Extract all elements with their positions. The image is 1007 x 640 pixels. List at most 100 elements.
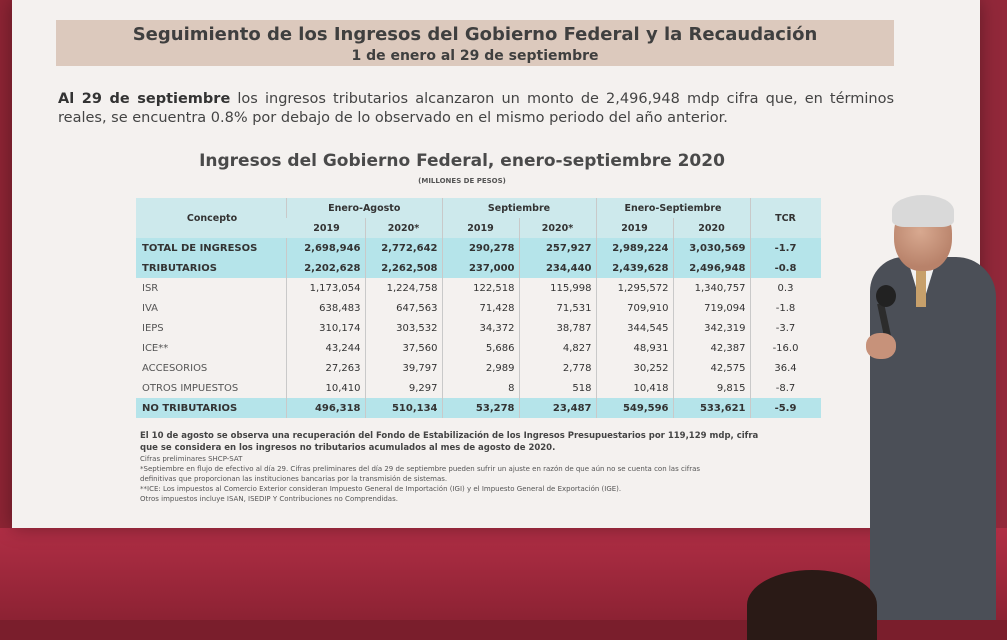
table-row: TRIBUTARIOS 2,202,628 2,262,508 237,000 … (136, 258, 821, 278)
audience-head (747, 570, 877, 640)
cell: 533,621 (672, 398, 750, 418)
table-title: Ingresos del Gobierno Federal, enero-sep… (199, 151, 725, 171)
table-header-row: Concepto Enero-Agosto Septiembre Enero-S… (136, 198, 821, 238)
presentation-screen: Seguimiento de los Ingresos del Gobierno… (12, 0, 980, 528)
year-cell: 2020* (364, 218, 442, 238)
cell: 234,440 (518, 258, 596, 278)
table-row: ISR 1,173,054 1,224,758 122,518 115,998 … (136, 278, 821, 298)
year-cell: 2019 (441, 218, 519, 238)
cell: 549,596 (595, 398, 673, 418)
note-2: *Septiembre en flujo de efectivo al día … (140, 465, 701, 473)
cell-tcr: -8.7 (749, 378, 821, 398)
cell: 237,000 (441, 258, 519, 278)
table-subtitle: (MILLONES DE PESOS) (418, 177, 506, 185)
cell: 23,487 (518, 398, 596, 418)
cell: 342,319 (672, 318, 750, 338)
cell: 1,224,758 (364, 278, 442, 298)
table-row: ICE** 43,244 37,560 5,686 4,827 48,931 4… (136, 338, 821, 358)
cell: 42,387 (672, 338, 750, 358)
cell: 303,532 (364, 318, 442, 338)
cell: 10,410 (286, 378, 365, 398)
year-cell: 2020* (518, 218, 596, 238)
table-row: IEPS 310,174 303,532 34,372 38,787 344,5… (136, 318, 821, 338)
year-cell: 2019 (595, 218, 673, 238)
table-row: TOTAL DE INGRESOS 2,698,946 2,772,642 29… (136, 238, 821, 258)
cell-tcr: 36.4 (749, 358, 821, 378)
cell: 2,496,948 (672, 258, 750, 278)
cell: 719,094 (672, 298, 750, 318)
speaker-hand (866, 333, 896, 359)
cell: 496,318 (286, 398, 365, 418)
header-tcr: TCR (749, 198, 821, 238)
speaker (862, 195, 1002, 620)
cell: 37,560 (364, 338, 442, 358)
cell: 30,252 (595, 358, 673, 378)
cell: 9,815 (672, 378, 750, 398)
cell: 34,372 (441, 318, 519, 338)
cell: 2,778 (518, 358, 596, 378)
header-septiembre: Septiembre (441, 198, 596, 218)
header-enero-septiembre: Enero-Septiembre (595, 198, 750, 218)
cell-tcr: 0.3 (749, 278, 821, 298)
cell: 2,989 (441, 358, 519, 378)
cell: 4,827 (518, 338, 596, 358)
cell-tcr: -1.7 (749, 238, 821, 258)
cell: 53,278 (441, 398, 519, 418)
cell-tcr: -16.0 (749, 338, 821, 358)
note-5: Otros impuestos incluye ISAN, ISEDIP Y C… (140, 495, 398, 503)
cell: 257,927 (518, 238, 596, 258)
cell-tcr: -3.7 (749, 318, 821, 338)
intro-text: los ingresos tributarios alcanzaron un m… (58, 91, 894, 126)
cell: 122,518 (441, 278, 519, 298)
speaker-tie (916, 267, 926, 307)
cell: 638,483 (286, 298, 365, 318)
cell: 1,340,757 (672, 278, 750, 298)
cell: 38,787 (518, 318, 596, 338)
cell: 3,030,569 (672, 238, 750, 258)
table-row: OTROS IMPUESTOS 10,410 9,297 8 518 10,41… (136, 378, 821, 398)
row-label: ACCESORIOS (142, 362, 208, 374)
cell: 1,295,572 (595, 278, 673, 298)
cell: 9,297 (364, 378, 442, 398)
cell: 115,998 (518, 278, 596, 298)
cell: 8 (441, 378, 519, 398)
year-cell: 2020 (672, 218, 750, 238)
cell: 71,428 (441, 298, 519, 318)
cell: 2,772,642 (364, 238, 442, 258)
microphone-icon (876, 285, 896, 307)
cell: 43,244 (286, 338, 365, 358)
row-label: NO TRIBUTARIOS (136, 398, 287, 418)
slide-banner: Seguimiento de los Ingresos del Gobierno… (56, 20, 894, 66)
header-enero-agosto: Enero-Agosto (286, 198, 442, 218)
cell: 709,910 (595, 298, 673, 318)
note-bold-1: El 10 de agosto se observa una recuperac… (140, 431, 759, 441)
cell: 2,989,224 (595, 238, 673, 258)
cell: 39,797 (364, 358, 442, 378)
cell-tcr: -1.8 (749, 298, 821, 318)
cell: 2,262,508 (364, 258, 442, 278)
table-row: IVA 638,483 647,563 71,428 71,531 709,91… (136, 298, 821, 318)
cell: 2,202,628 (286, 258, 365, 278)
row-label: IEPS (142, 322, 164, 334)
cell: 10,418 (595, 378, 673, 398)
income-table: Concepto Enero-Agosto Septiembre Enero-S… (136, 198, 821, 418)
row-label: ICE** (142, 342, 169, 354)
intro-paragraph: Al 29 de septiembre los ingresos tributa… (58, 90, 894, 128)
cell: 310,174 (286, 318, 365, 338)
table-year-row: 2019 2020* 2019 2020* 2019 2020 (136, 218, 821, 238)
intro-bold: Al 29 de septiembre (58, 91, 231, 107)
row-label: TOTAL DE INGRESOS (136, 238, 287, 258)
slide-subtitle: 1 de enero al 29 de septiembre (351, 48, 599, 64)
cell: 5,686 (441, 338, 519, 358)
table-row: ACCESORIOS 27,263 39,797 2,989 2,778 30,… (136, 358, 821, 378)
cell: 518 (518, 378, 596, 398)
year-cell: 2019 (286, 218, 365, 238)
cell: 2,439,628 (595, 258, 673, 278)
slide-title: Seguimiento de los Ingresos del Gobierno… (132, 24, 818, 45)
cell: 48,931 (595, 338, 673, 358)
cell: 27,263 (286, 358, 365, 378)
note-4: **ICE: Los impuestos al Comercio Exterio… (140, 485, 622, 493)
note-bold-2: que se considera en los ingresos no trib… (140, 443, 556, 453)
speaker-hair (892, 195, 954, 227)
note-1: Cifras preliminares SHCP-SAT (140, 455, 243, 463)
